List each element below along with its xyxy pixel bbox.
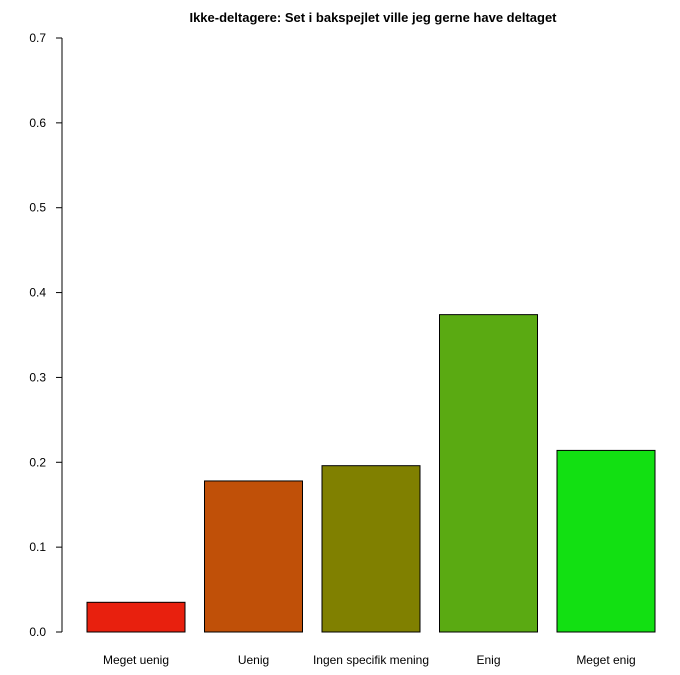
x-category-label: Meget uenig: [103, 653, 169, 667]
chart-title: Ikke-deltagere: Set i bakspejlet ville j…: [189, 10, 557, 25]
x-category-label: Meget enig: [576, 653, 635, 667]
y-tick-label: 0.7: [29, 31, 46, 45]
y-tick-label: 0.2: [29, 455, 46, 469]
bar-2: [204, 480, 303, 633]
y-tick-label: 0.4: [29, 286, 46, 300]
y-tick-label: 0.5: [29, 201, 46, 215]
x-category-label: Uenig: [238, 653, 269, 667]
y-tick-label: 0.0: [29, 625, 46, 639]
y-tick-label: 0.3: [29, 370, 46, 384]
y-axis: 0.0 0.1 0.2 0.3 0.4 0.5 0.6 0.7: [29, 31, 62, 639]
y-tick-label: 0.6: [29, 116, 46, 130]
bars: [86, 314, 656, 633]
bar-4: [439, 314, 538, 633]
bar-5: [556, 449, 656, 633]
y-tick-label: 0.1: [29, 540, 46, 554]
x-category-label: Enig: [476, 653, 500, 667]
x-category-label: Ingen specifik mening: [313, 653, 429, 667]
bar-3: [321, 465, 421, 633]
x-axis-labels: Meget uenig Uenig Ingen specifik mening Eni…: [103, 653, 636, 667]
bar-1: [86, 601, 186, 633]
